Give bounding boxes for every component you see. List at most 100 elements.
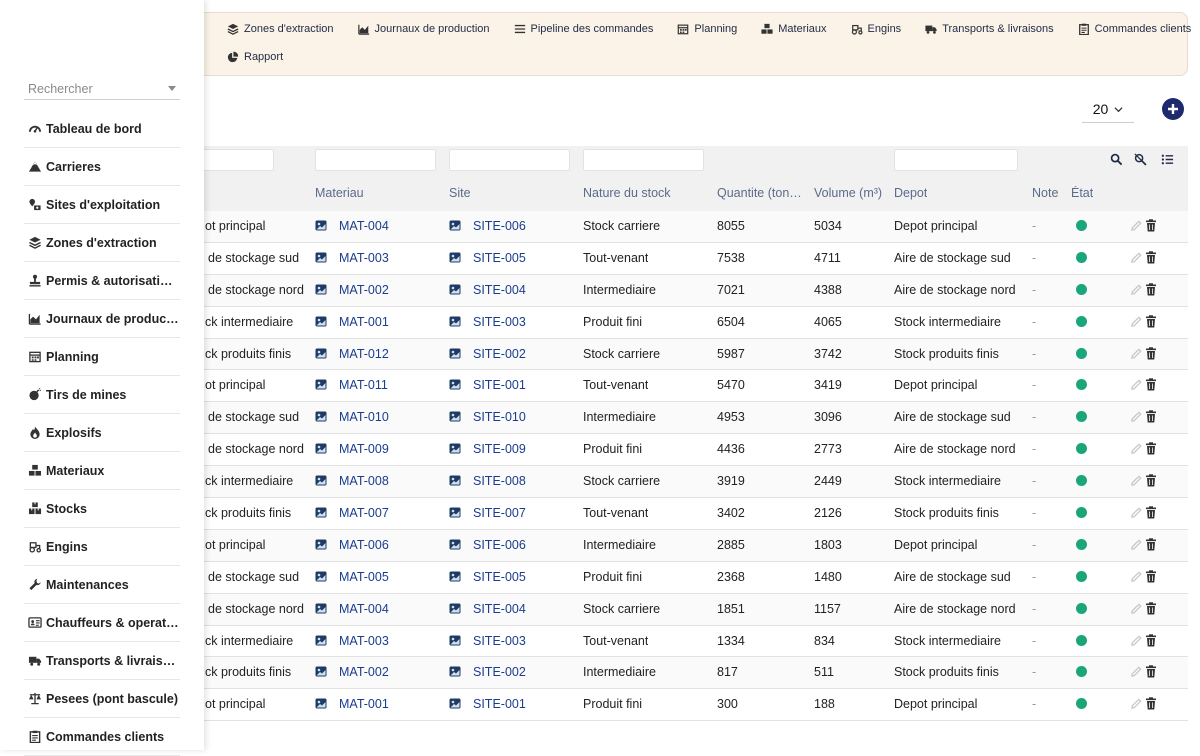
edit-icon[interactable] <box>1130 347 1143 360</box>
page-size-select[interactable]: 20 <box>1082 96 1134 123</box>
top-nav-item[interactable]: Pipeline des commandes <box>514 23 653 35</box>
sidebar-item[interactable]: Pesees (pont bascule) <box>24 680 180 718</box>
edit-icon[interactable] <box>1130 506 1143 519</box>
cell-materiau-link[interactable]: MAT-001 <box>339 697 389 712</box>
cell-materiau-link[interactable]: MAT-006 <box>339 537 389 552</box>
edit-icon[interactable] <box>1130 219 1143 232</box>
top-nav-item[interactable]: Rapport <box>227 51 283 63</box>
edit-icon[interactable] <box>1130 697 1143 710</box>
edit-icon[interactable] <box>1130 570 1143 583</box>
sidebar-item[interactable]: Explosifs <box>24 414 180 452</box>
cell-site-link[interactable]: SITE-003 <box>473 633 526 648</box>
column-header-note[interactable]: Note <box>1032 186 1059 200</box>
cell-materiau-link[interactable]: MAT-005 <box>339 569 389 584</box>
delete-icon[interactable] <box>1145 219 1157 232</box>
delete-icon[interactable] <box>1145 665 1157 678</box>
cell-site-link[interactable]: SITE-002 <box>473 665 526 680</box>
filter-input-nature[interactable] <box>583 149 704 171</box>
top-nav-item[interactable]: Journaux de production <box>357 23 490 35</box>
cell-site-link[interactable]: SITE-005 <box>473 569 526 584</box>
cell-materiau-link[interactable]: MAT-001 <box>339 314 389 329</box>
cell-site-link[interactable]: SITE-006 <box>473 219 526 233</box>
sidebar-item[interactable]: Engins <box>24 528 180 566</box>
column-header-nature[interactable]: Nature du stock <box>583 186 671 200</box>
sidebar-item[interactable]: Sites d'exploitation <box>24 186 180 224</box>
top-nav-item[interactable]: Zones d'extraction <box>227 23 334 35</box>
top-nav-item[interactable]: Transports & livraisons <box>925 23 1054 35</box>
delete-icon[interactable] <box>1145 506 1157 519</box>
column-header-volume[interactable]: Volume (m³) <box>814 186 883 200</box>
cell-site-link[interactable]: SITE-010 <box>473 410 526 425</box>
delete-icon[interactable] <box>1145 314 1157 328</box>
column-header-materiau[interactable]: Materiau <box>315 186 364 200</box>
delete-icon[interactable] <box>1145 346 1157 360</box>
cell-materiau-link[interactable]: MAT-003 <box>339 250 389 265</box>
cell-materiau-link[interactable]: MAT-007 <box>339 506 389 521</box>
delete-icon[interactable] <box>1145 601 1157 615</box>
cell-site-link[interactable]: SITE-008 <box>473 474 526 489</box>
column-header-etat[interactable]: État <box>1071 186 1094 200</box>
cell-materiau-link[interactable]: MAT-004 <box>339 219 389 233</box>
cell-site-link[interactable]: SITE-006 <box>473 537 526 552</box>
search-icon[interactable] <box>1110 153 1123 166</box>
clear-filter-icon[interactable] <box>1134 153 1147 166</box>
column-header-site[interactable]: Site <box>449 186 471 200</box>
sidebar-item[interactable]: Transports & livraisons <box>24 642 180 680</box>
cell-materiau-link[interactable]: MAT-002 <box>339 665 389 680</box>
delete-icon[interactable] <box>1145 410 1157 423</box>
column-header-depot[interactable]: Depot <box>894 186 928 200</box>
sidebar-item[interactable]: Journaux de production <box>24 300 180 338</box>
edit-icon[interactable] <box>1130 634 1143 647</box>
edit-icon[interactable] <box>1130 410 1143 423</box>
edit-icon[interactable] <box>1130 442 1143 455</box>
edit-icon[interactable] <box>1130 538 1143 551</box>
cell-materiau-link[interactable]: MAT-011 <box>339 378 388 393</box>
delete-icon[interactable] <box>1145 283 1157 296</box>
cell-materiau-link[interactable]: MAT-010 <box>339 410 389 425</box>
cell-site-link[interactable]: SITE-004 <box>473 282 526 297</box>
filter-input-site[interactable] <box>449 149 570 171</box>
edit-icon[interactable] <box>1130 283 1143 296</box>
sidebar-item[interactable]: Chauffeurs & operateurs <box>24 604 180 642</box>
cell-site-link[interactable]: SITE-002 <box>473 346 526 361</box>
cell-materiau-link[interactable]: MAT-009 <box>339 442 389 457</box>
add-button[interactable] <box>1162 98 1184 120</box>
sidebar-item[interactable]: Stocks <box>24 490 180 528</box>
top-nav-item[interactable]: Materiaux <box>761 23 827 35</box>
delete-icon[interactable] <box>1145 378 1157 391</box>
edit-icon[interactable] <box>1130 251 1143 264</box>
sidebar-item[interactable]: Planning <box>24 338 180 376</box>
cell-site-link[interactable]: SITE-001 <box>473 378 526 393</box>
cell-site-link[interactable]: SITE-007 <box>473 506 526 521</box>
cell-materiau-link[interactable]: MAT-004 <box>339 601 389 616</box>
cell-site-link[interactable]: SITE-001 <box>473 697 526 712</box>
delete-icon[interactable] <box>1145 570 1157 583</box>
delete-icon[interactable] <box>1145 474 1157 487</box>
sidebar-item[interactable]: Commandes clients <box>24 718 180 756</box>
sidebar-item[interactable]: Tableau de bord <box>24 110 180 148</box>
cell-site-link[interactable]: SITE-009 <box>473 442 526 457</box>
cell-materiau-link[interactable]: MAT-003 <box>339 633 389 648</box>
column-header-quantite[interactable]: Quantite (ton… <box>717 186 802 200</box>
top-nav-item[interactable]: Planning <box>677 23 737 35</box>
filter-input-materiau[interactable] <box>315 149 436 171</box>
sidebar-search-select[interactable]: Rechercher <box>24 78 180 100</box>
edit-icon[interactable] <box>1130 665 1143 678</box>
cell-site-link[interactable]: SITE-003 <box>473 314 526 329</box>
sidebar-item[interactable]: Materiaux <box>24 452 180 490</box>
filter-input-depot[interactable] <box>894 149 1018 171</box>
sidebar-item[interactable]: Zones d'extraction <box>24 224 180 262</box>
sidebar-item[interactable]: Tirs de mines <box>24 376 180 414</box>
sidebar-item[interactable]: Carrieres <box>24 148 180 186</box>
edit-icon[interactable] <box>1130 474 1143 487</box>
cell-materiau-link[interactable]: MAT-002 <box>339 282 389 297</box>
edit-icon[interactable] <box>1130 378 1143 391</box>
edit-icon[interactable] <box>1130 602 1143 615</box>
delete-icon[interactable] <box>1145 697 1157 710</box>
cell-materiau-link[interactable]: MAT-008 <box>339 474 389 489</box>
sidebar-item[interactable]: Maintenances <box>24 566 180 604</box>
top-nav-item[interactable]: Engins <box>851 23 901 35</box>
sidebar-item[interactable]: Permis & autorisations <box>24 262 180 300</box>
cell-site-link[interactable]: SITE-004 <box>473 601 526 616</box>
delete-icon[interactable] <box>1145 251 1157 264</box>
